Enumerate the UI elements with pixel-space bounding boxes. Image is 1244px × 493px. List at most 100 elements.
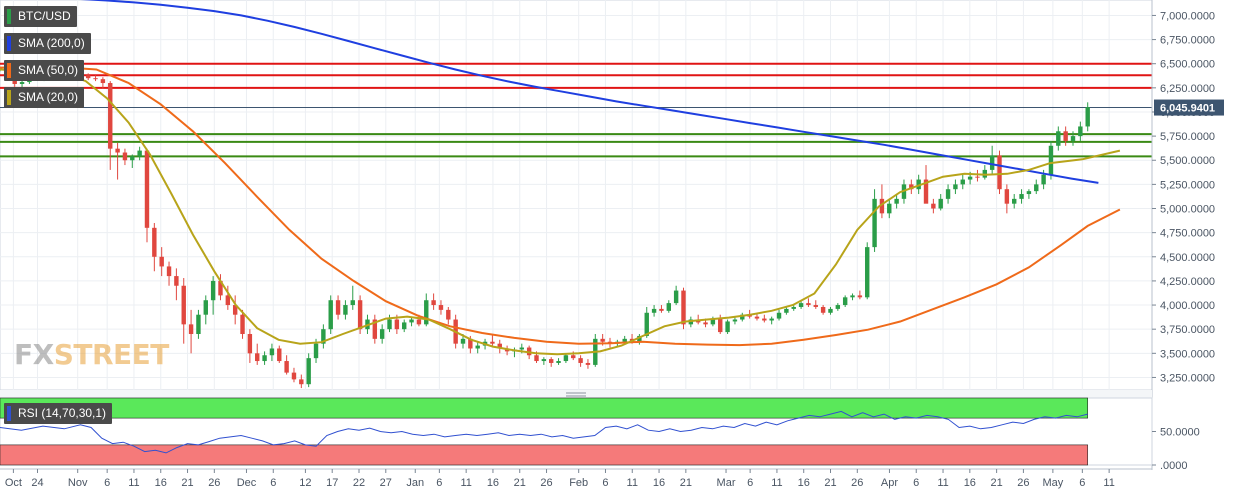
candle-body xyxy=(1048,145,1054,175)
candle-body xyxy=(651,308,657,313)
x-tick-label: 16 xyxy=(653,477,665,489)
candle-body xyxy=(865,247,870,298)
x-tick-label: Apr xyxy=(881,477,898,489)
candle-body xyxy=(490,341,495,344)
sma50-line xyxy=(0,65,1121,347)
rsi-swatch xyxy=(7,406,11,421)
candle-body xyxy=(284,361,289,373)
candle-body xyxy=(1078,126,1083,137)
candle-body xyxy=(144,150,150,228)
candle-body xyxy=(1063,131,1068,141)
candle-body xyxy=(196,314,201,335)
x-tick-label: 16 xyxy=(798,477,810,489)
candle-body xyxy=(519,347,525,350)
candle-body xyxy=(402,322,407,330)
candle-body xyxy=(100,79,106,84)
candle-body xyxy=(85,75,91,79)
candle-body xyxy=(1004,189,1010,204)
candle-body xyxy=(879,198,885,214)
y-tick-label: 4,500.0000 xyxy=(1160,252,1215,264)
x-tick-label: 16 xyxy=(964,477,976,489)
candle-body xyxy=(813,305,818,307)
candle-body xyxy=(718,318,723,333)
candle-body xyxy=(240,314,245,335)
candle-body xyxy=(725,321,730,333)
candle-body xyxy=(872,198,877,248)
candle-body xyxy=(137,150,142,157)
candle-body xyxy=(857,295,863,298)
candle-body xyxy=(820,306,826,313)
y-tick-label: 7,000.0000 xyxy=(1160,10,1215,22)
y-axis-area xyxy=(1152,0,1244,470)
candle-body xyxy=(953,184,958,190)
candle-body xyxy=(600,338,605,342)
y-tick-label: 4,750.0000 xyxy=(1160,228,1215,240)
candle-body xyxy=(960,179,965,185)
candle-body xyxy=(19,82,25,84)
pair-swatch xyxy=(7,9,11,24)
x-tick-label: 21 xyxy=(514,477,526,489)
candle-body xyxy=(916,179,921,190)
rsi-tick-label: 50.0000 xyxy=(1160,427,1200,439)
candle-body xyxy=(218,280,223,296)
candle-body xyxy=(372,319,378,339)
candle-body xyxy=(548,359,554,363)
candle-body xyxy=(967,176,973,180)
x-tick-label: Feb xyxy=(569,477,588,489)
candle-body xyxy=(1085,107,1090,127)
candle-body xyxy=(526,347,532,356)
panel-splitter xyxy=(0,390,1152,398)
x-tick-label: Jan xyxy=(406,477,424,489)
candle-body xyxy=(1026,191,1032,195)
y-tick-label: 5,250.0000 xyxy=(1160,179,1215,191)
candle-body xyxy=(1070,136,1076,141)
candle-body xyxy=(975,176,980,178)
x-tick-label: 12 xyxy=(299,477,311,489)
sma20-swatch xyxy=(7,90,11,105)
candle-body xyxy=(188,324,194,335)
logo-fx: FX xyxy=(14,338,54,371)
x-tick-label: 17 xyxy=(326,477,338,489)
x-tick-label: 6 xyxy=(913,477,919,489)
sma20-label-text: SMA (20,0) xyxy=(18,90,79,104)
x-tick-label: 16 xyxy=(155,477,167,489)
y-tick-label: 4,250.0000 xyxy=(1160,276,1215,288)
sma20-label: SMA (20,0) xyxy=(4,87,85,108)
candle-body xyxy=(350,300,355,306)
fxstreet-logo: FXSTREET xyxy=(14,338,169,371)
rsi-label-text: RSI (14,70,30,1) xyxy=(18,406,107,420)
candle-body xyxy=(291,372,297,380)
candle-body xyxy=(740,314,745,320)
y-tick-label: 5,500.0000 xyxy=(1160,155,1215,167)
x-tick-label: 11 xyxy=(627,477,638,489)
sma50-label-text: SMA (50,0) xyxy=(18,63,79,77)
candle-body xyxy=(409,319,414,323)
candle-body xyxy=(255,353,260,362)
candle-body xyxy=(931,203,936,209)
x-tick-label: 26 xyxy=(208,477,220,489)
candle-body xyxy=(806,303,811,306)
y-tick-label: 3,250.0000 xyxy=(1160,372,1215,384)
x-tick-label: Nov xyxy=(68,477,88,489)
candle-body xyxy=(159,256,164,267)
candle-body xyxy=(306,358,311,385)
x-tick-label: 26 xyxy=(540,477,552,489)
candle-body xyxy=(379,329,385,339)
candle-body xyxy=(578,358,583,363)
candle-body xyxy=(754,316,760,319)
candle-body xyxy=(93,78,98,80)
sma50-swatch xyxy=(7,63,11,78)
candle-body xyxy=(269,348,275,356)
candle-body xyxy=(321,329,326,344)
x-tick-label: 21 xyxy=(990,477,1002,489)
candle-body xyxy=(115,148,120,153)
x-tick-label: May xyxy=(1042,477,1063,489)
candle-body xyxy=(313,343,319,359)
candle-body xyxy=(563,355,569,362)
x-tick-label: 6 xyxy=(104,477,110,489)
x-tick-label: 11 xyxy=(460,477,471,489)
candle-body xyxy=(997,155,1002,190)
candle-body xyxy=(666,303,671,311)
candle-body xyxy=(938,198,943,209)
